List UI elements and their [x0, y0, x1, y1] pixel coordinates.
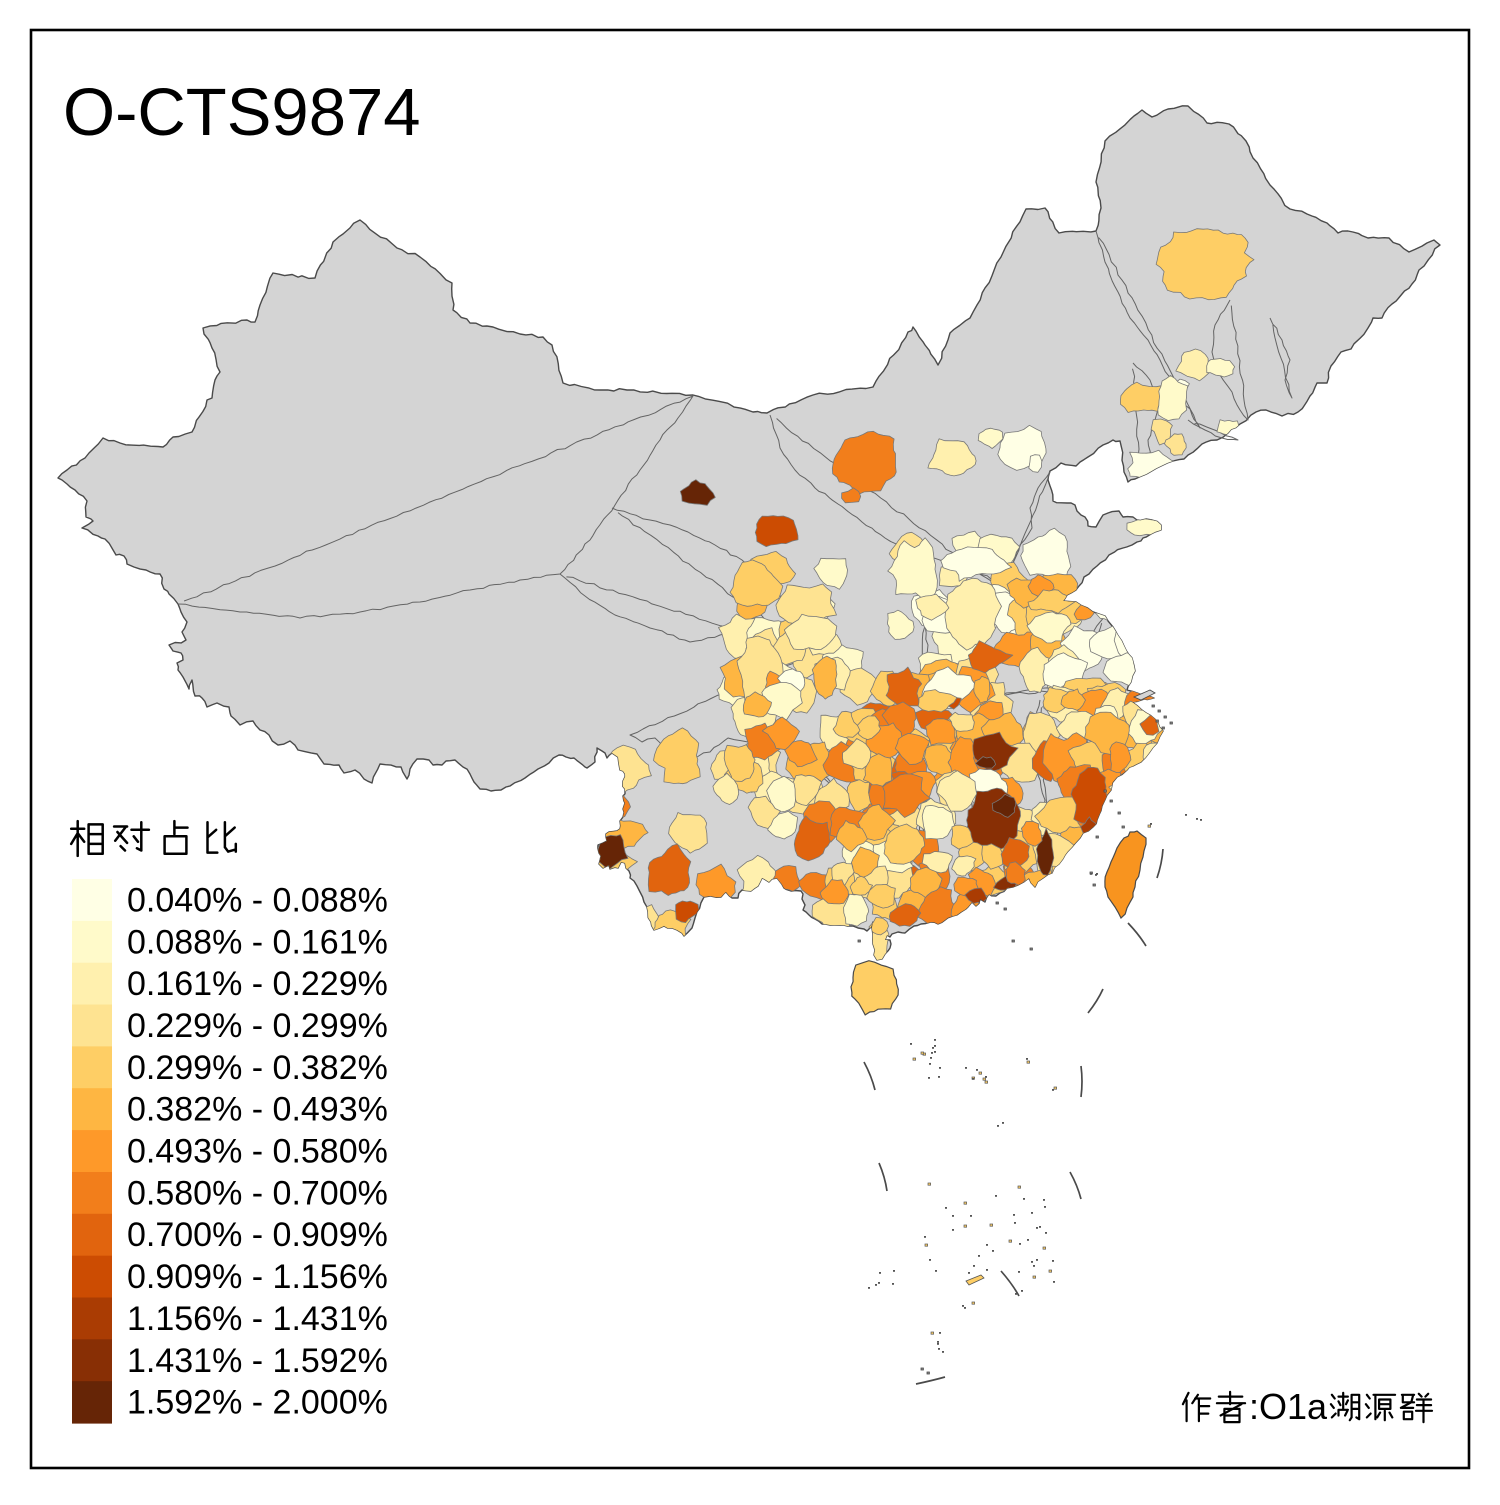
svg-text:1.592% - 2.000%: 1.592% - 2.000%: [127, 1384, 388, 1422]
svg-text:0.700% - 0.909%: 0.700% - 0.909%: [127, 1216, 388, 1254]
svg-text:1.431% - 1.592%: 1.431% - 1.592%: [127, 1342, 388, 1380]
svg-text:0.909% - 1.156%: 0.909% - 1.156%: [127, 1258, 388, 1296]
svg-text:0.161% - 0.229%: 0.161% - 0.229%: [127, 965, 388, 1003]
svg-text:0.229% - 0.299%: 0.229% - 0.299%: [127, 1007, 388, 1045]
svg-text:O-CTS9874: O-CTS9874: [63, 75, 420, 150]
svg-text:0.088% - 0.161%: 0.088% - 0.161%: [127, 923, 388, 961]
svg-text:0.493% - 0.580%: 0.493% - 0.580%: [127, 1133, 388, 1171]
svg-text:0.299% - 0.382%: 0.299% - 0.382%: [127, 1049, 388, 1087]
svg-text:1.156% - 1.431%: 1.156% - 1.431%: [127, 1300, 388, 1338]
svg-text:0.580% - 0.700%: 0.580% - 0.700%: [127, 1174, 388, 1212]
svg-text:0.040% - 0.088%: 0.040% - 0.088%: [127, 881, 388, 919]
svg-text::O1a: :O1a: [1249, 1386, 1328, 1427]
svg-text:0.382% - 0.493%: 0.382% - 0.493%: [127, 1091, 388, 1129]
